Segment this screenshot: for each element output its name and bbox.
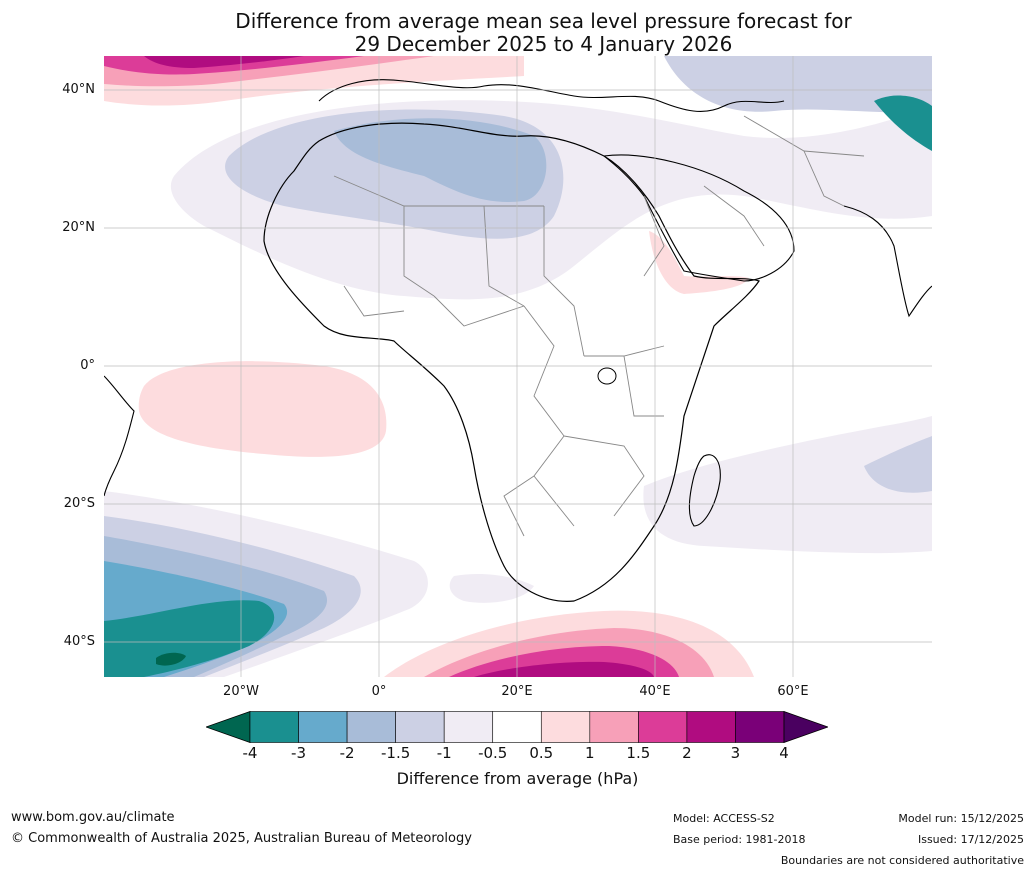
contour-neg-0-5-cape bbox=[449, 574, 534, 603]
madagascar-coastline bbox=[688, 454, 721, 527]
copyright-text: © Commonwealth of Australia 2025, Austra… bbox=[11, 831, 472, 846]
colorbar-tick-label: -0.5 bbox=[478, 744, 508, 762]
website-link[interactable]: www.bom.gov.au/climate bbox=[11, 810, 175, 825]
africa-coastline bbox=[263, 122, 760, 602]
colorbar-tick-label: -2 bbox=[339, 744, 355, 762]
map-title: Difference from average mean sea level p… bbox=[0, 10, 1035, 56]
colorbar-tick-label: 1.5 bbox=[626, 744, 651, 762]
colorbar-over-triangle bbox=[783, 710, 830, 744]
contour-neg-3-south-atlantic bbox=[104, 600, 275, 677]
contour-pos-0-5-red-sea bbox=[649, 231, 749, 294]
contour-pos-0-5-atlantic bbox=[138, 361, 387, 457]
europe-coastline bbox=[318, 79, 785, 112]
contour-neg-1-indian-ocean bbox=[643, 416, 932, 554]
graticule bbox=[104, 56, 932, 677]
colorbar-tick-label: 2 bbox=[682, 744, 692, 762]
colorbar-tick-label: -3 bbox=[291, 744, 307, 762]
contour-neg-1-5-eastern-europe bbox=[664, 56, 932, 113]
colorbar-segment bbox=[589, 711, 639, 743]
colorbar-title: Difference from average (hPa) bbox=[396, 769, 639, 788]
contour-pos-2-north bbox=[144, 56, 304, 68]
colorbar-segment bbox=[395, 711, 445, 743]
contour-neg-4-himalaya bbox=[874, 95, 932, 151]
colorbar-under-triangle bbox=[204, 710, 251, 744]
colorbar-segment bbox=[443, 711, 494, 743]
country-borders bbox=[333, 115, 865, 537]
title-line-1: Difference from average mean sea level p… bbox=[235, 9, 852, 33]
colorbar-segment bbox=[735, 711, 785, 743]
colorbar-tick-label: -1.5 bbox=[380, 744, 411, 762]
lat-label-equator: 0° bbox=[80, 358, 95, 373]
colorbar-tick-label: 3 bbox=[730, 744, 741, 762]
lat-label-40s: 40°S bbox=[63, 634, 95, 649]
colorbar-segment bbox=[686, 711, 736, 743]
lon-label-0: 0° bbox=[371, 684, 387, 699]
colorbar-segment bbox=[540, 711, 591, 743]
colorbar-tick-label: -4 bbox=[242, 744, 258, 762]
colorbar-tick-label: 0.5 bbox=[529, 744, 554, 762]
colorbar-segment bbox=[638, 711, 688, 743]
colorbar-segment bbox=[249, 711, 299, 743]
contour-neg-2-sahara bbox=[334, 118, 547, 202]
map-canvas bbox=[104, 56, 932, 677]
contour-neg-4-south-atlantic bbox=[156, 652, 186, 666]
colorbar-tick-label: 1 bbox=[585, 744, 595, 762]
colorbar-segment bbox=[298, 711, 348, 743]
issued-date: Issued: 17/12/2025 bbox=[917, 833, 1024, 846]
lon-label-20e: 20°E bbox=[501, 684, 533, 699]
colorbar-segment bbox=[492, 711, 542, 743]
lon-label-40e: 40°E bbox=[639, 684, 671, 699]
contour-pos-2-south bbox=[474, 661, 654, 677]
lon-label-20w: 20°W bbox=[223, 684, 259, 699]
pressure-anomaly-map bbox=[104, 56, 932, 677]
boundaries-disclaimer: Boundaries are not considered authoritat… bbox=[780, 854, 1024, 867]
south-america-coastline bbox=[104, 375, 135, 497]
contour-neg-1-5-indian-ocean bbox=[864, 436, 932, 493]
colorbar bbox=[204, 710, 830, 744]
base-period: Base period: 1981-2018 bbox=[673, 833, 806, 846]
model-run: Model run: 15/12/2025 bbox=[898, 812, 1024, 825]
lon-label-60e: 60°E bbox=[777, 684, 809, 699]
colorbar-tick-label: -1 bbox=[436, 744, 452, 762]
colorbar-svg bbox=[204, 710, 830, 744]
lat-label-20s: 20°S bbox=[63, 496, 95, 511]
lake-victoria bbox=[597, 367, 617, 385]
title-line-2: 29 December 2025 to 4 January 2026 bbox=[354, 32, 733, 56]
colorbar-segment bbox=[346, 711, 396, 743]
india-coastline bbox=[843, 205, 932, 318]
lat-label-20n: 20°N bbox=[62, 220, 95, 235]
model-name: Model: ACCESS-S2 bbox=[673, 812, 775, 825]
colorbar-tick-label: 4 bbox=[779, 744, 789, 762]
lat-label-40n: 40°N bbox=[62, 82, 95, 97]
